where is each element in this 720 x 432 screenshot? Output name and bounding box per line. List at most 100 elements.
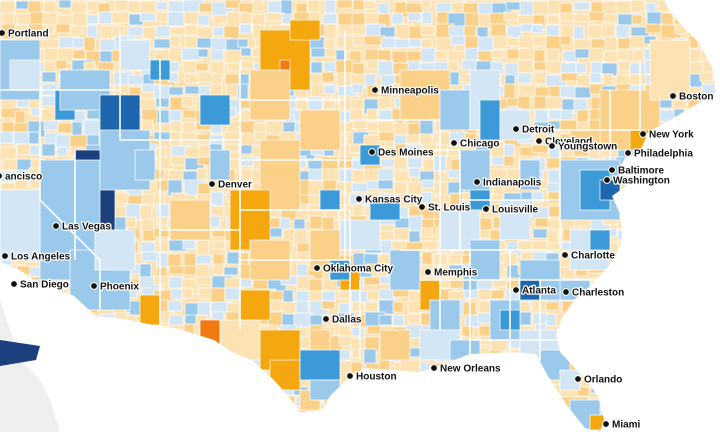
county-cell bbox=[55, 59, 68, 70]
city-dot bbox=[512, 125, 520, 133]
city-marker-phoenix[interactable]: Phoenix bbox=[90, 280, 141, 294]
county-cell bbox=[321, 71, 335, 83]
city-marker-louisville[interactable]: Louisville bbox=[482, 203, 540, 217]
county-cell bbox=[490, 289, 505, 300]
city-marker-cleveland[interactable]: Cleveland bbox=[535, 135, 593, 149]
county-region bbox=[289, 19, 321, 41]
city-dot bbox=[1, 252, 9, 260]
city-marker-los-angeles[interactable]: Los Angeles bbox=[1, 250, 72, 264]
county-cell bbox=[155, 1, 168, 11]
city-marker-youngstown[interactable]: Youngstown bbox=[548, 140, 618, 154]
city-marker-portland[interactable]: Portland bbox=[0, 27, 50, 41]
city-marker-houston[interactable]: Houston bbox=[346, 370, 398, 384]
city-marker-st-louis[interactable]: St. Louis bbox=[418, 201, 472, 215]
county-cell bbox=[379, 275, 391, 285]
county-cell bbox=[209, 215, 221, 228]
county-cell bbox=[223, 25, 240, 40]
county-cell bbox=[182, 60, 197, 74]
city-label: Kansas City bbox=[365, 195, 423, 206]
county-cell bbox=[351, 301, 365, 312]
county-cell bbox=[517, 72, 532, 84]
city-dot bbox=[624, 149, 632, 157]
county-cell bbox=[212, 26, 225, 37]
city-marker-dallas[interactable]: Dallas bbox=[322, 313, 363, 327]
city-label: Boston bbox=[679, 92, 713, 103]
city-marker-new-orleans[interactable]: New Orleans bbox=[430, 362, 502, 376]
county-cell bbox=[223, 266, 239, 276]
city-marker-new-york[interactable]: New York bbox=[639, 128, 695, 142]
city-marker-detroit[interactable]: Detroit bbox=[512, 123, 556, 137]
county-cell bbox=[41, 108, 53, 123]
county-cell bbox=[324, 0, 336, 14]
county-region bbox=[319, 189, 341, 211]
city-marker-indianapolis[interactable]: Indianapolis bbox=[473, 176, 543, 190]
county-cell bbox=[420, 38, 433, 50]
county-cell bbox=[420, 0, 432, 9]
county-cell bbox=[547, 191, 560, 204]
city-marker-minneapolis[interactable]: Minneapolis bbox=[371, 84, 440, 98]
county-cell bbox=[394, 170, 411, 183]
city-dot bbox=[574, 375, 582, 383]
county-cell bbox=[42, 24, 55, 35]
county-cell bbox=[421, 11, 433, 25]
city-dot bbox=[90, 282, 98, 290]
county-region bbox=[249, 69, 291, 121]
county-cell bbox=[518, 311, 532, 326]
city-dot bbox=[450, 139, 458, 147]
city-marker-des-moines[interactable]: Des Moines bbox=[368, 146, 435, 160]
county-cell bbox=[55, 23, 71, 34]
city-marker-washington[interactable]: Washington bbox=[603, 174, 671, 188]
city-marker-las-vegas[interactable]: Las Vegas bbox=[52, 220, 113, 234]
county-cell bbox=[125, 216, 137, 229]
city-marker-charlotte[interactable]: Charlotte bbox=[561, 249, 617, 263]
city-marker-oklahoma-city[interactable]: Oklahoma City bbox=[313, 262, 395, 276]
city-dot bbox=[608, 166, 616, 174]
county-cell bbox=[392, 314, 405, 327]
county-cell bbox=[139, 12, 157, 22]
city-dot bbox=[371, 86, 379, 94]
city-marker-miami[interactable]: Miami bbox=[602, 418, 642, 432]
state-border bbox=[119, 30, 160, 141]
city-marker-denver[interactable]: Denver bbox=[208, 178, 253, 192]
county-cell bbox=[167, 300, 183, 312]
city-marker-atlanta[interactable]: Atlanta bbox=[512, 284, 558, 298]
county-cell bbox=[463, 289, 480, 299]
county-cell bbox=[293, 228, 308, 246]
county-cell bbox=[41, 143, 56, 157]
city-marker-baltimore[interactable]: Baltimore bbox=[608, 164, 666, 178]
county-cell bbox=[295, 300, 309, 314]
county-cell bbox=[392, 301, 404, 313]
county-cell bbox=[0, 0, 16, 15]
county-cell bbox=[153, 38, 172, 49]
county-cell bbox=[195, 263, 210, 279]
county-cell bbox=[127, 74, 146, 86]
county-cell bbox=[533, 49, 546, 63]
city-marker-kansas-city[interactable]: Kansas City bbox=[355, 193, 424, 207]
county-cell bbox=[407, 60, 422, 71]
county-cell bbox=[281, 13, 293, 25]
county-cell bbox=[519, 0, 535, 17]
city-label: Memphis bbox=[434, 268, 478, 279]
city-marker-orlando[interactable]: Orlando bbox=[574, 373, 624, 387]
city-marker-chicago[interactable]: Chicago bbox=[450, 137, 501, 151]
county-cell bbox=[322, 13, 338, 26]
city-marker-san-francisco[interactable]: ancisco bbox=[0, 170, 43, 184]
city-dot bbox=[0, 172, 3, 180]
county-cell bbox=[588, 47, 604, 63]
city-label: New York bbox=[649, 130, 694, 141]
city-marker-boston[interactable]: Boston bbox=[669, 90, 715, 104]
county-cell bbox=[114, 0, 130, 12]
city-dot bbox=[603, 176, 611, 184]
city-label: Charlotte bbox=[571, 251, 615, 262]
city-marker-san-diego[interactable]: San Diego bbox=[10, 278, 70, 292]
county-region bbox=[309, 329, 331, 351]
city-marker-philadelphia[interactable]: Philadelphia bbox=[624, 147, 695, 161]
county-region bbox=[134, 149, 156, 181]
county-cell bbox=[503, 155, 515, 167]
city-marker-charleston[interactable]: Charleston bbox=[562, 286, 625, 300]
city-label: Philadelphia bbox=[634, 149, 693, 160]
county-cell bbox=[377, 60, 394, 78]
city-marker-memphis[interactable]: Memphis bbox=[424, 266, 479, 280]
